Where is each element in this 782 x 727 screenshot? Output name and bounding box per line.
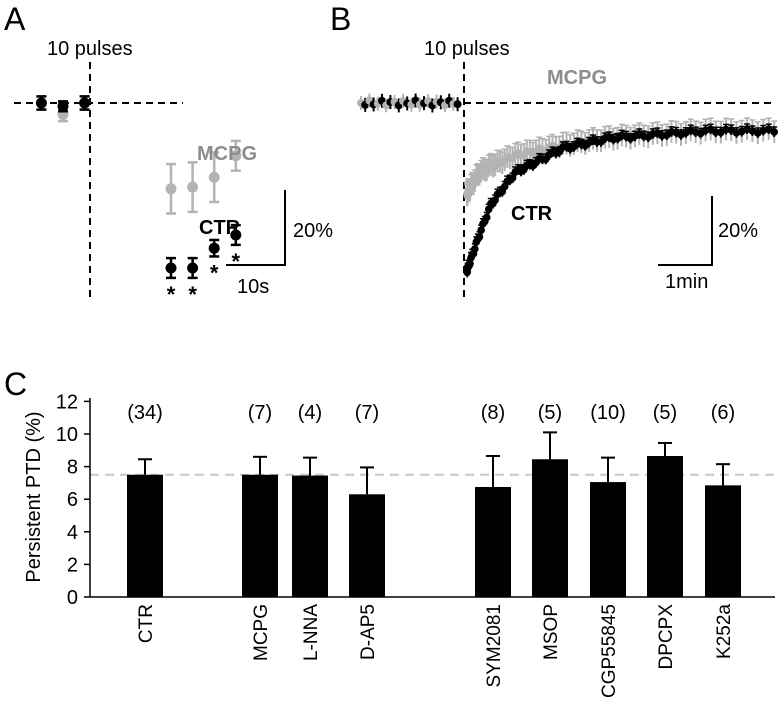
panel-c: Persistent PTD (%) 0 2 4 6 8 10 12 (34) CTR (7) M… (23, 391, 775, 698)
panel-c-n-label-L-NNA: (4) (298, 402, 322, 424)
panel-c-category-label-D-AP5: D-AP5 (358, 604, 379, 660)
panel-c-n-label-CGP55845: (10) (590, 402, 626, 424)
panel-c-bar-CGP55845 (590, 482, 626, 597)
panel-c-y-tick-label-4: 4 (67, 522, 78, 544)
panel-c-n-label-MCPG: (7) (248, 402, 272, 424)
panel-a-points (35, 95, 242, 280)
panel-c-bar-L-NNA (292, 475, 328, 597)
panel-a-point-ctr-post-3 (230, 229, 242, 241)
panel-a-point-mcpg-post-2 (208, 171, 220, 183)
panel-a-stim-label: 10 pulses (47, 38, 133, 60)
panel-b-scalebar-x-label: 1min (665, 271, 708, 293)
panel-a-significance-star-0: * (167, 282, 176, 307)
panel-c-bar-SYM2081 (475, 486, 511, 597)
panel-b-legend-mcpg: MCPG (547, 67, 607, 89)
panel-c-category-label-K252a: K252a (714, 604, 735, 659)
panel-c-y-tick-label-12: 12 (56, 391, 78, 413)
panel-a-significance-star-2: * (210, 260, 219, 285)
panel-c-y-tick-label-0: 0 (67, 587, 78, 609)
panel-b-stim-label: 10 pulses (424, 38, 510, 60)
panel-a-scalebar (226, 190, 286, 266)
panel-c-y-axis-title: Persistent PTD (%) (23, 411, 45, 582)
panel-c-category-label-SYM2081: SYM2081 (484, 604, 505, 687)
panel-a-point-ctr-pre-0 (35, 97, 47, 109)
panel-a-point-mcpg-post-3 (230, 150, 242, 162)
panel-b-legend-ctr: CTR (511, 203, 553, 225)
panel-a-point-ctr-pre-1 (57, 100, 69, 112)
panel-a-legend-ctr: CTR (199, 217, 241, 239)
panel-c-bar-DPCPX (647, 456, 683, 597)
panel-b-baseline-points (357, 93, 462, 113)
panel-b-point-ctr-16 (482, 213, 491, 222)
panel-a-point-ctr-post-2 (208, 242, 220, 254)
panel-a-significance-star-1: * (188, 282, 197, 307)
panel-b: 10 pulses MCPG CTR 20% 1min (357, 38, 778, 298)
panel-c-category-label-MSOP: MSOP (541, 604, 562, 660)
panel-c-y-tick-label-10: 10 (56, 424, 78, 446)
panel-c-y-tick-label-8: 8 (67, 457, 78, 479)
panel-a-point-ctr-pre-2 (79, 97, 91, 109)
panel-b-pre-point-23 (453, 100, 462, 109)
panel-c-bar-MCPG (242, 474, 278, 597)
panel-c-bar-D-AP5 (349, 494, 385, 597)
panel-a-significance: * * * * (167, 249, 241, 307)
panel-c-category-label-L-NNA: L-NNA (301, 604, 322, 661)
panel-a-legend-mcpg: MCPG (197, 143, 257, 165)
panel-c-n-label-SYM2081: (8) (481, 402, 505, 424)
panel-label-a: A (4, 1, 26, 37)
panel-c-bar-MSOP (532, 459, 568, 597)
panel-a-point-mcpg-post-0 (165, 183, 177, 195)
panel-b-point-ctr-9 (471, 245, 479, 253)
panel-a-significance-star-3: * (232, 249, 241, 274)
panel-c-category-label-DPCPX: DPCPX (656, 604, 677, 670)
panel-a-scalebar-y-label: 20% (293, 220, 333, 242)
panel-c-n-label-K252a: (6) (711, 402, 735, 424)
panel-b-scalebar (658, 196, 713, 266)
panel-a-point-ctr-post-1 (187, 262, 199, 274)
panel-c-category-label-CTR: CTR (136, 604, 157, 643)
panel-a: 10 pulses * * * * MCPG CTR 20% 10s (14, 38, 333, 307)
panel-c-n-label-D-AP5: (7) (355, 402, 379, 424)
panel-label-b: B (330, 1, 351, 37)
panel-a-point-mcpg-post-1 (187, 181, 199, 193)
panel-b-point-ctr-89 (770, 128, 778, 136)
panel-c-bars: (34) CTR (7) MCPG (4) L-NNA (7) D-AP5 (8) SYM2081… (127, 402, 741, 698)
panel-c-category-label-CGP55845: CGP55845 (599, 604, 620, 698)
panel-a-point-ctr-post-0 (165, 262, 177, 274)
panel-b-scalebar-y-label: 20% (718, 220, 758, 242)
panel-c-n-label-DPCPX: (5) (653, 402, 677, 424)
panel-c-category-label-MCPG: MCPG (251, 604, 272, 661)
panel-c-bar-K252a (705, 485, 741, 597)
panel-a-scalebar-x-label: 10s (237, 276, 269, 298)
panel-b-series-ctr (463, 123, 778, 278)
panel-c-y-tick-label-6: 6 (67, 489, 78, 511)
panel-c-n-label-CTR: (34) (127, 402, 163, 424)
panel-c-n-label-MSOP: (5) (538, 402, 562, 424)
panel-c-bar-CTR (127, 474, 163, 597)
panel-c-y-tick-label-2: 2 (67, 554, 78, 576)
panel-label-c: C (4, 366, 27, 402)
panel-c-y-ticks: 0 2 4 6 8 10 12 (56, 391, 90, 609)
